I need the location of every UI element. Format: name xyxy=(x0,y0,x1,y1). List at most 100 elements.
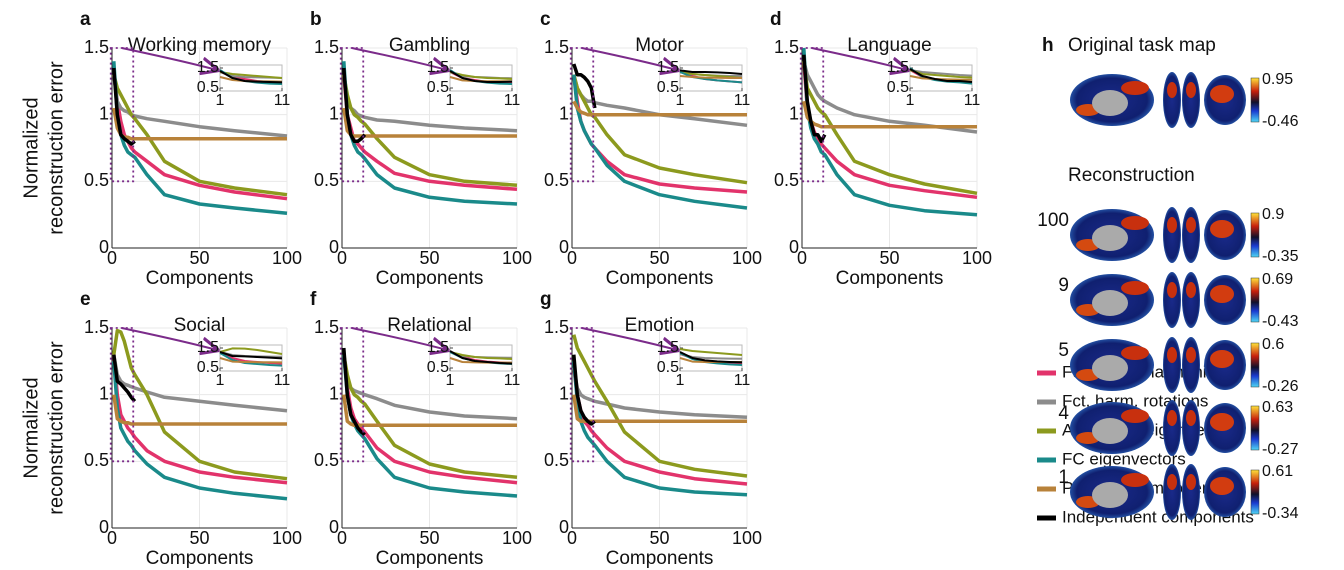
brain-dorsal xyxy=(1163,464,1181,520)
x-tick-label: 100 xyxy=(502,528,532,548)
y-axis-label: Normalized xyxy=(20,97,42,198)
brain-red xyxy=(1186,217,1196,233)
colorbar-min: -0.43 xyxy=(1262,313,1299,330)
y-tick-label: 0.5 xyxy=(314,170,339,190)
brain-red xyxy=(1210,477,1234,495)
panel-letter: d xyxy=(770,9,782,30)
brain-dorsal xyxy=(1163,72,1181,128)
colorbar-max: 0.6 xyxy=(1262,336,1284,353)
medial-wall xyxy=(1092,225,1128,251)
x-tick-label: 50 xyxy=(419,528,439,548)
y-tick-label: 1 xyxy=(329,103,339,123)
brain-dorsal xyxy=(1182,72,1200,128)
y-tick-label: 0.5 xyxy=(84,170,109,190)
y-tick-label: 1.5 xyxy=(84,37,109,57)
colorbar-max: 0.95 xyxy=(1262,71,1293,88)
panel-title: Social xyxy=(174,315,226,336)
medial-wall xyxy=(1092,290,1128,316)
brain-red xyxy=(1167,82,1177,98)
x-tick-label: 0 xyxy=(337,248,347,268)
inset-x-tick-label: 11 xyxy=(504,92,521,109)
brain-dorsal xyxy=(1163,272,1181,328)
brain-red xyxy=(1210,85,1234,103)
inset-y-tick-label: 1.5 xyxy=(887,59,909,76)
x-axis-label: Components xyxy=(836,268,944,289)
y-tick-label: 0.5 xyxy=(544,170,569,190)
x-tick-label: 100 xyxy=(962,248,992,268)
inset-x-tick-label: 11 xyxy=(964,92,981,109)
colorbar-min: -0.26 xyxy=(1262,378,1299,395)
y-axis-label: Normalized xyxy=(20,377,42,478)
y-tick-label: 1.5 xyxy=(544,37,569,57)
panel-letter: c xyxy=(540,9,551,30)
series-line xyxy=(574,368,747,484)
panel-title: Language xyxy=(847,35,932,56)
x-axis-label: Components xyxy=(606,548,714,569)
brain-dorsal xyxy=(1163,207,1181,263)
y-tick-label: 0.5 xyxy=(314,450,339,470)
brain-red xyxy=(1186,347,1196,363)
panel-title: Motor xyxy=(635,35,684,56)
inset-y-tick-label: 1.5 xyxy=(427,59,449,76)
inset-x-tick-label: 11 xyxy=(734,92,751,109)
panel-letter: f xyxy=(310,289,317,310)
inset-x-tick-label: 11 xyxy=(504,372,521,389)
colorbar xyxy=(1251,406,1259,450)
x-tick-label: 100 xyxy=(502,248,532,268)
inset-x-tick-label: 1 xyxy=(676,372,685,389)
brain-red xyxy=(1186,282,1196,298)
colorbar xyxy=(1251,278,1259,322)
inset-x-tick-label: 1 xyxy=(676,92,685,109)
brain-dorsal xyxy=(1182,337,1200,393)
x-axis-label: Components xyxy=(606,268,714,289)
brain-red xyxy=(1167,217,1177,233)
figure: 00.511.5050100aWorking memoryComponentsN… xyxy=(0,0,1344,570)
panel-letter: h xyxy=(1042,35,1054,56)
y-tick-label: 1 xyxy=(559,103,569,123)
inset-y-tick-label: 1.5 xyxy=(197,339,219,356)
brain-red xyxy=(1121,281,1149,295)
row-label: 1 xyxy=(1058,467,1069,488)
inset-x-tick-label: 1 xyxy=(906,92,915,109)
inset-x-tick-label: 11 xyxy=(274,372,291,389)
y-tick-label: 0.5 xyxy=(84,450,109,470)
brain-dorsal xyxy=(1182,464,1200,520)
brain-dorsal xyxy=(1182,400,1200,456)
panel-letter: g xyxy=(540,289,552,310)
y-tick-label: 1.5 xyxy=(314,37,339,57)
row-label: 9 xyxy=(1058,275,1069,296)
x-tick-label: 50 xyxy=(649,248,669,268)
x-axis-label: Components xyxy=(376,268,484,289)
colorbar-min: -0.34 xyxy=(1262,505,1299,522)
y-tick-label: 1.5 xyxy=(84,317,109,337)
colorbar-min: -0.46 xyxy=(1262,113,1299,130)
colorbar-max: 0.69 xyxy=(1262,271,1293,288)
inset-x-tick-label: 1 xyxy=(446,92,455,109)
x-axis-label: Components xyxy=(146,268,254,289)
brain-dorsal xyxy=(1163,337,1181,393)
inset-y-tick-label: 1.5 xyxy=(197,59,219,76)
map-title: Reconstruction xyxy=(1068,165,1195,186)
y-axis-label: reconstruction error xyxy=(45,341,67,515)
x-tick-label: 0 xyxy=(107,248,117,268)
x-tick-label: 100 xyxy=(732,528,762,548)
x-tick-label: 0 xyxy=(337,528,347,548)
y-tick-label: 1 xyxy=(789,103,799,123)
x-axis-label: Components xyxy=(146,548,254,569)
medial-wall xyxy=(1092,90,1128,116)
inset-y-tick-label: 1.5 xyxy=(657,339,679,356)
colorbar xyxy=(1251,343,1259,387)
brain-red xyxy=(1121,409,1149,423)
brain-red xyxy=(1210,350,1234,368)
inset-x-tick-label: 11 xyxy=(734,372,751,389)
medial-wall xyxy=(1092,482,1128,508)
panel-letter: e xyxy=(80,289,91,310)
series-line xyxy=(574,361,747,494)
inset-x-tick-label: 11 xyxy=(274,92,291,109)
map-title: Original task map xyxy=(1068,35,1216,56)
panel-title: Relational xyxy=(387,315,472,336)
y-axis-label: reconstruction error xyxy=(45,61,67,235)
y-tick-label: 1 xyxy=(329,383,339,403)
inset-x-tick-label: 1 xyxy=(446,372,455,389)
x-tick-label: 50 xyxy=(189,248,209,268)
